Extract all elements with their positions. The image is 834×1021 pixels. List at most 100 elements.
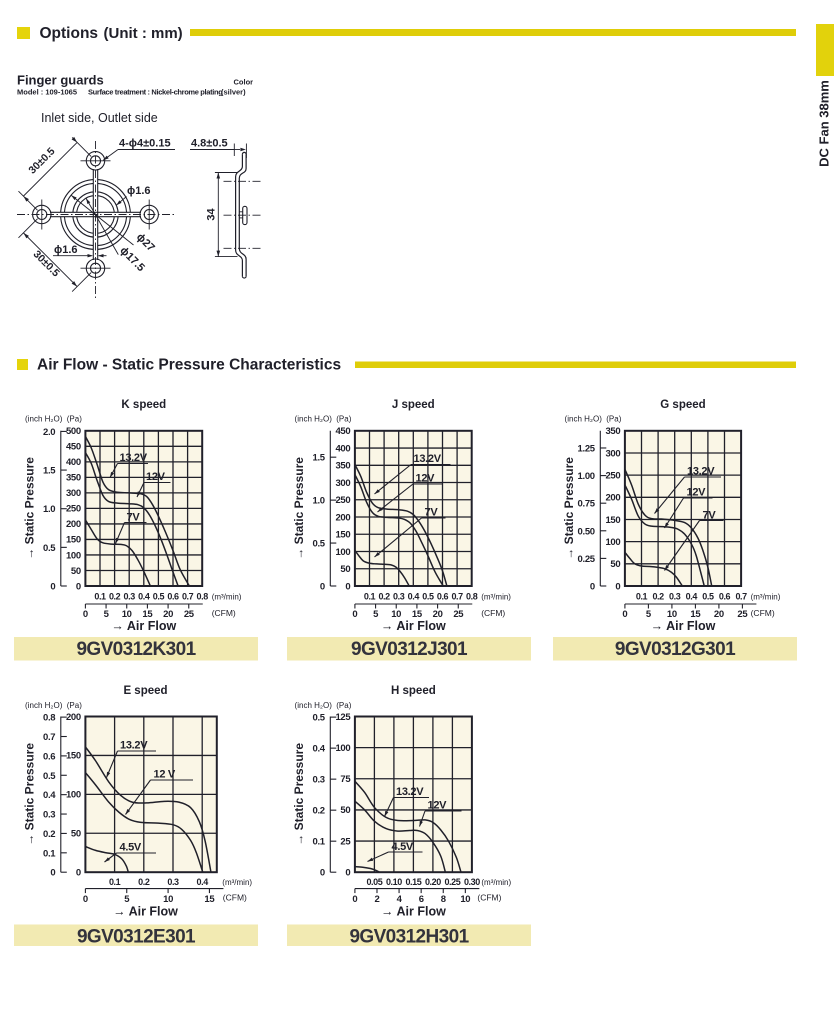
svg-text:200: 200 xyxy=(66,712,81,723)
svg-text:0.2: 0.2 xyxy=(109,591,121,601)
svg-text:2: 2 xyxy=(375,894,380,905)
svg-text:H speed: H speed xyxy=(391,685,436,697)
svg-text:ϕ1.6: ϕ1.6 xyxy=(54,244,78,256)
svg-text:25: 25 xyxy=(737,609,748,620)
svg-text:250: 250 xyxy=(335,495,350,506)
svg-text:(Pa): (Pa) xyxy=(67,415,82,424)
svg-text:12V: 12V xyxy=(687,487,707,499)
svg-text:12 V: 12 V xyxy=(154,769,176,781)
svg-text:0.4: 0.4 xyxy=(408,591,420,601)
svg-text:0.3: 0.3 xyxy=(669,591,681,601)
svg-text:1.25: 1.25 xyxy=(578,444,596,455)
svg-text:0.5: 0.5 xyxy=(702,591,714,601)
svg-text:→ Static Pressure: → Static Pressure xyxy=(22,743,36,846)
svg-text:20: 20 xyxy=(433,609,443,620)
svg-text:10: 10 xyxy=(391,609,401,620)
svg-text:50: 50 xyxy=(340,564,350,575)
svg-text:0.7: 0.7 xyxy=(182,591,194,601)
svg-text:→ Air Flow: → Air Flow xyxy=(111,619,176,633)
svg-text:0.30: 0.30 xyxy=(464,877,480,887)
svg-text:0.50: 0.50 xyxy=(578,526,595,537)
svg-text:0.1: 0.1 xyxy=(312,837,325,848)
svg-text:150: 150 xyxy=(66,751,81,762)
svg-text:4.8±0.5: 4.8±0.5 xyxy=(191,138,228,150)
svg-text:Air Flow - Static Pressure Cha: Air Flow - Static Pressure Characteristi… xyxy=(37,357,341,374)
svg-text:0.2: 0.2 xyxy=(378,591,390,601)
svg-text:5: 5 xyxy=(646,609,652,620)
svg-text:13.2V: 13.2V xyxy=(120,452,148,464)
svg-text:(Pa): (Pa) xyxy=(67,701,82,710)
svg-text:250: 250 xyxy=(66,504,81,515)
svg-text:(Pa): (Pa) xyxy=(336,415,351,424)
svg-text:0.5: 0.5 xyxy=(312,539,325,550)
svg-text:4: 4 xyxy=(397,894,403,905)
svg-text:(m³/min): (m³/min) xyxy=(481,878,511,887)
svg-text:450: 450 xyxy=(66,442,81,453)
svg-text:0.05: 0.05 xyxy=(366,877,382,887)
svg-text:0.1: 0.1 xyxy=(94,591,106,601)
svg-text:150: 150 xyxy=(605,515,620,526)
svg-text:150: 150 xyxy=(66,535,81,546)
svg-text:(Pa): (Pa) xyxy=(606,415,621,424)
svg-text:13.2V: 13.2V xyxy=(396,786,424,798)
svg-text:400: 400 xyxy=(335,443,350,454)
svg-text:0: 0 xyxy=(76,581,81,592)
svg-text:0.3: 0.3 xyxy=(312,775,324,786)
svg-text:(CFM): (CFM) xyxy=(223,893,247,903)
svg-text:1.00: 1.00 xyxy=(578,471,595,482)
svg-text:Options: Options xyxy=(40,25,99,42)
svg-text:0.25: 0.25 xyxy=(444,877,460,887)
svg-text:0: 0 xyxy=(83,894,88,905)
svg-text:250: 250 xyxy=(605,470,620,481)
svg-text:25: 25 xyxy=(340,836,351,847)
svg-text:0.5: 0.5 xyxy=(43,771,56,782)
svg-text:1.0: 1.0 xyxy=(43,504,55,515)
svg-text:1.5: 1.5 xyxy=(312,453,325,464)
svg-text:300: 300 xyxy=(335,478,350,489)
svg-text:5: 5 xyxy=(124,894,130,905)
svg-text:15: 15 xyxy=(204,894,215,905)
svg-text:4.5V: 4.5V xyxy=(392,841,414,853)
svg-text:34: 34 xyxy=(206,208,218,221)
svg-text:12V: 12V xyxy=(416,473,436,485)
svg-text:0.4: 0.4 xyxy=(138,591,150,601)
svg-text:0.3: 0.3 xyxy=(43,810,55,821)
svg-text:100: 100 xyxy=(605,537,620,548)
svg-text:20: 20 xyxy=(163,609,173,620)
svg-text:6: 6 xyxy=(419,894,424,905)
svg-text:9GV0312J301: 9GV0312J301 xyxy=(351,639,468,660)
svg-text:400: 400 xyxy=(66,457,81,468)
svg-text:→ Air Flow: → Air Flow xyxy=(381,905,446,919)
svg-text:(CFM): (CFM) xyxy=(212,608,236,618)
svg-text:(Pa): (Pa) xyxy=(336,701,351,710)
svg-text:0.4: 0.4 xyxy=(686,591,698,601)
svg-text:25: 25 xyxy=(453,609,464,620)
svg-text:0.20: 0.20 xyxy=(425,877,441,887)
svg-text:350: 350 xyxy=(605,426,620,437)
svg-text:50: 50 xyxy=(71,566,81,577)
svg-text:→ Air Flow: → Air Flow xyxy=(651,619,716,633)
svg-text:4-ϕ4±0.15: 4-ϕ4±0.15 xyxy=(119,138,171,150)
svg-text:(inch H₂O): (inch H₂O) xyxy=(295,701,333,710)
svg-text:0.8: 0.8 xyxy=(43,713,55,724)
svg-text:(CFM): (CFM) xyxy=(751,608,775,618)
svg-text:(m³/min): (m³/min) xyxy=(222,878,252,887)
svg-text:DC Fan 38mm: DC Fan 38mm xyxy=(816,80,831,167)
svg-text:9GV0312K301: 9GV0312K301 xyxy=(76,639,196,660)
svg-text:0.2: 0.2 xyxy=(652,591,664,601)
svg-text:Inlet side, Outlet side: Inlet side, Outlet side xyxy=(41,111,158,125)
svg-text:7V: 7V xyxy=(127,512,141,524)
svg-text:0.2: 0.2 xyxy=(43,829,55,840)
svg-text:9GV0312G301: 9GV0312G301 xyxy=(615,639,736,660)
svg-text:Surface treatment : Nickel-chr: Surface treatment : Nickel-chrome platin… xyxy=(88,88,223,97)
svg-text:10: 10 xyxy=(122,609,132,620)
svg-text:450: 450 xyxy=(335,426,350,437)
svg-text:12V: 12V xyxy=(428,800,448,812)
svg-text:0.6: 0.6 xyxy=(43,751,55,762)
svg-text:100: 100 xyxy=(66,790,81,801)
svg-text:2.0: 2.0 xyxy=(43,427,55,438)
svg-text:20: 20 xyxy=(714,609,724,620)
svg-text:5: 5 xyxy=(104,609,110,620)
svg-text:(m³/min): (m³/min) xyxy=(481,592,511,601)
svg-text:125: 125 xyxy=(335,712,351,723)
